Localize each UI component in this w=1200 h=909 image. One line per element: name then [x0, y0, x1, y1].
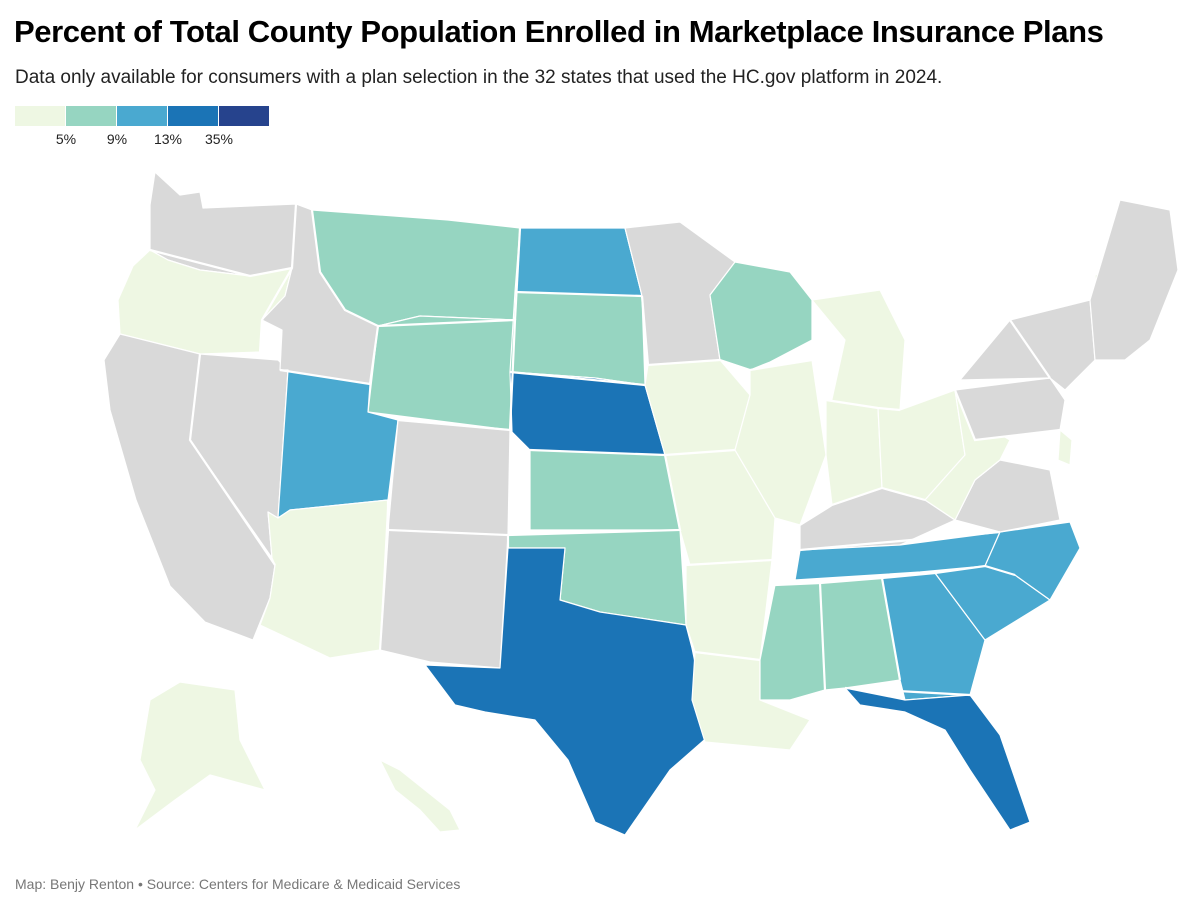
state-mississippi [759, 582, 826, 701]
state-alaska [134, 681, 266, 831]
state-border-27 [1009, 319, 1051, 379]
state-indiana [825, 399, 883, 506]
us-county-map [103, 171, 1179, 836]
state-new-england [1089, 199, 1179, 361]
legend-swatch-4 [168, 106, 218, 126]
state-border-22 [818, 582, 827, 691]
state-delaware [1057, 429, 1073, 466]
legend-swatch-3 [117, 106, 167, 126]
state-new-mexico [379, 529, 509, 669]
state-washington [149, 171, 297, 277]
state-illinois [734, 359, 827, 526]
legend-tick-13: 13% [153, 131, 183, 147]
legend-swatch-5 [219, 106, 269, 126]
state-arizona [259, 499, 389, 659]
legend-tick-9: 9% [106, 131, 128, 147]
state-texas [424, 547, 711, 836]
state-wisconsin [709, 261, 813, 371]
state-south-dakota [509, 291, 646, 386]
state-florida [844, 687, 1031, 831]
color-legend: 5% 9% 13% 35% [15, 106, 270, 148]
state-border-24 [844, 686, 971, 697]
state-border-20 [799, 530, 1001, 552]
state-border-4 [310, 209, 380, 385]
state-kansas [529, 449, 681, 531]
legend-tick-35: 35% [204, 131, 234, 147]
source-credit: Map: Benjy Renton • Source: Centers for … [15, 876, 461, 892]
legend-ticks: 5% 9% 13% 35% [15, 126, 270, 147]
chart-title: Percent of Total County Population Enrol… [14, 14, 1104, 49]
state-border-14 [664, 448, 736, 457]
state-border-1 [258, 203, 298, 353]
state-wyoming [367, 315, 516, 431]
state-border-26 [953, 389, 1061, 442]
state-colorado [387, 419, 511, 536]
state-border-25 [934, 564, 1016, 577]
legend-color-bar [15, 106, 270, 126]
state-north-dakota [514, 227, 643, 297]
state-border-23 [880, 577, 902, 681]
legend-swatch-2 [66, 106, 116, 126]
state-border-10 [514, 290, 643, 298]
legend-tick-5: 5% [55, 131, 77, 147]
state-border-15 [685, 558, 773, 567]
state-border-12 [507, 448, 682, 537]
state-border-lines [149, 203, 1061, 697]
state-michigan [811, 289, 906, 411]
state-border-3 [188, 353, 276, 566]
state-border-16 [694, 650, 761, 662]
state-border-21 [774, 571, 936, 587]
state-border-6 [279, 368, 371, 386]
state-border-11 [509, 370, 646, 387]
state-border-17 [719, 358, 813, 372]
state-hawaii [379, 759, 461, 833]
state-border-9 [378, 529, 390, 651]
state-border-19 [799, 486, 926, 526]
state-border-13 [640, 295, 721, 367]
chart-subtitle: Data only available for consumers with a… [15, 67, 943, 88]
state-iowa [644, 359, 751, 456]
state-border-5 [377, 318, 517, 432]
state-regions [103, 171, 1179, 836]
state-border-7 [513, 227, 522, 321]
state-border-18 [825, 398, 901, 412]
state-border-8 [386, 500, 510, 548]
legend-swatch-1 [15, 106, 65, 126]
state-border-2 [149, 248, 293, 278]
state-arkansas [685, 559, 773, 661]
